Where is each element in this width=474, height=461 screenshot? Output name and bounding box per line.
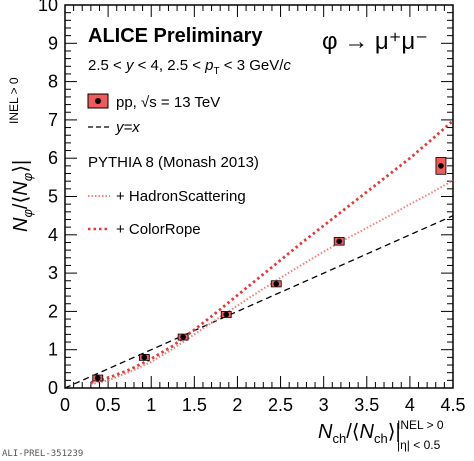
x-tick-label: 0 xyxy=(60,395,70,415)
x-tick-label: 4 xyxy=(405,395,415,415)
kinematics-label: 2.5 < y < 4, 2.5 < pT < 3 GeV/c xyxy=(88,57,291,77)
x-tick-label: 1.5 xyxy=(182,395,207,415)
y-tick-label: 5 xyxy=(48,187,58,207)
y-tick-label: 4 xyxy=(48,225,58,245)
x-tick-label: 3.5 xyxy=(354,395,379,415)
legend-marker-dot xyxy=(95,98,101,104)
x-tick-label: 2.5 xyxy=(268,395,293,415)
x-tick-label: 0.5 xyxy=(96,395,121,415)
y-tick-labels: 0 1 2 3 4 5 6 7 8 9 10 xyxy=(38,0,58,398)
x-axis-title-sub: |η| < 0.5 xyxy=(397,438,441,452)
y-tick-label: 1 xyxy=(48,340,58,360)
legend: pp, √s = 13 TeV y=x PYTHIA 8 (Monash 201… xyxy=(87,93,259,238)
series-line-hadron-scattering xyxy=(90,179,454,386)
data-point xyxy=(141,354,148,361)
data-point xyxy=(223,311,230,318)
data-point xyxy=(180,334,186,340)
y-tick-label: 9 xyxy=(48,33,58,53)
legend-label-hadron: + HadronScattering xyxy=(116,188,246,205)
y-tick-label: 0 xyxy=(48,378,58,398)
svg-text:INEL > 0: INEL > 0 xyxy=(7,77,21,124)
x-axis-title-sup: INEL > 0 xyxy=(397,418,444,432)
x-tick-label: 2 xyxy=(232,395,242,415)
legend-label-yx: y=x xyxy=(115,119,140,136)
y-tick-label: 3 xyxy=(48,263,58,283)
x-tick-label: 4.5 xyxy=(440,395,465,415)
y-tick-label: 8 xyxy=(48,72,58,92)
x-tick-label: 1 xyxy=(146,395,156,415)
legend-model-title: PYTHIA 8 (Monash 2013) xyxy=(88,154,259,171)
series-line-yx xyxy=(64,215,454,389)
y-tick-label: 2 xyxy=(48,301,58,321)
data-points xyxy=(92,157,447,382)
axis-ticks xyxy=(64,4,454,389)
data-point xyxy=(273,281,280,287)
chart-title: ALICE Preliminary xyxy=(88,25,263,47)
legend-label-colorrope: + ColorRope xyxy=(116,221,201,238)
process-label: φ → μ⁺μ⁻ xyxy=(322,28,428,55)
y-tick-label: 7 xyxy=(48,110,58,130)
x-tick-label: 3 xyxy=(319,395,329,415)
data-point xyxy=(438,163,444,169)
data-point xyxy=(94,375,101,381)
y-tick-label: 6 xyxy=(48,148,58,168)
x-tick-labels: 0 0.5 1 1.5 2 2.5 3 3.5 4 4.5 xyxy=(60,395,466,415)
y-axis-title: Nφ/⟨Nφ⟩| INEL > 0 xyxy=(7,77,35,232)
svg-text:Nφ/⟨Nφ⟩|: Nφ/⟨Nφ⟩| xyxy=(10,160,35,232)
data-point xyxy=(336,238,342,245)
legend-label-data: pp, √s = 13 TeV xyxy=(116,94,220,111)
y-tick-label: 10 xyxy=(38,0,58,15)
x-axis-title: Nch/⟨Nch⟩| xyxy=(318,421,401,446)
watermark: ALI-PREL-351239 xyxy=(2,449,83,459)
